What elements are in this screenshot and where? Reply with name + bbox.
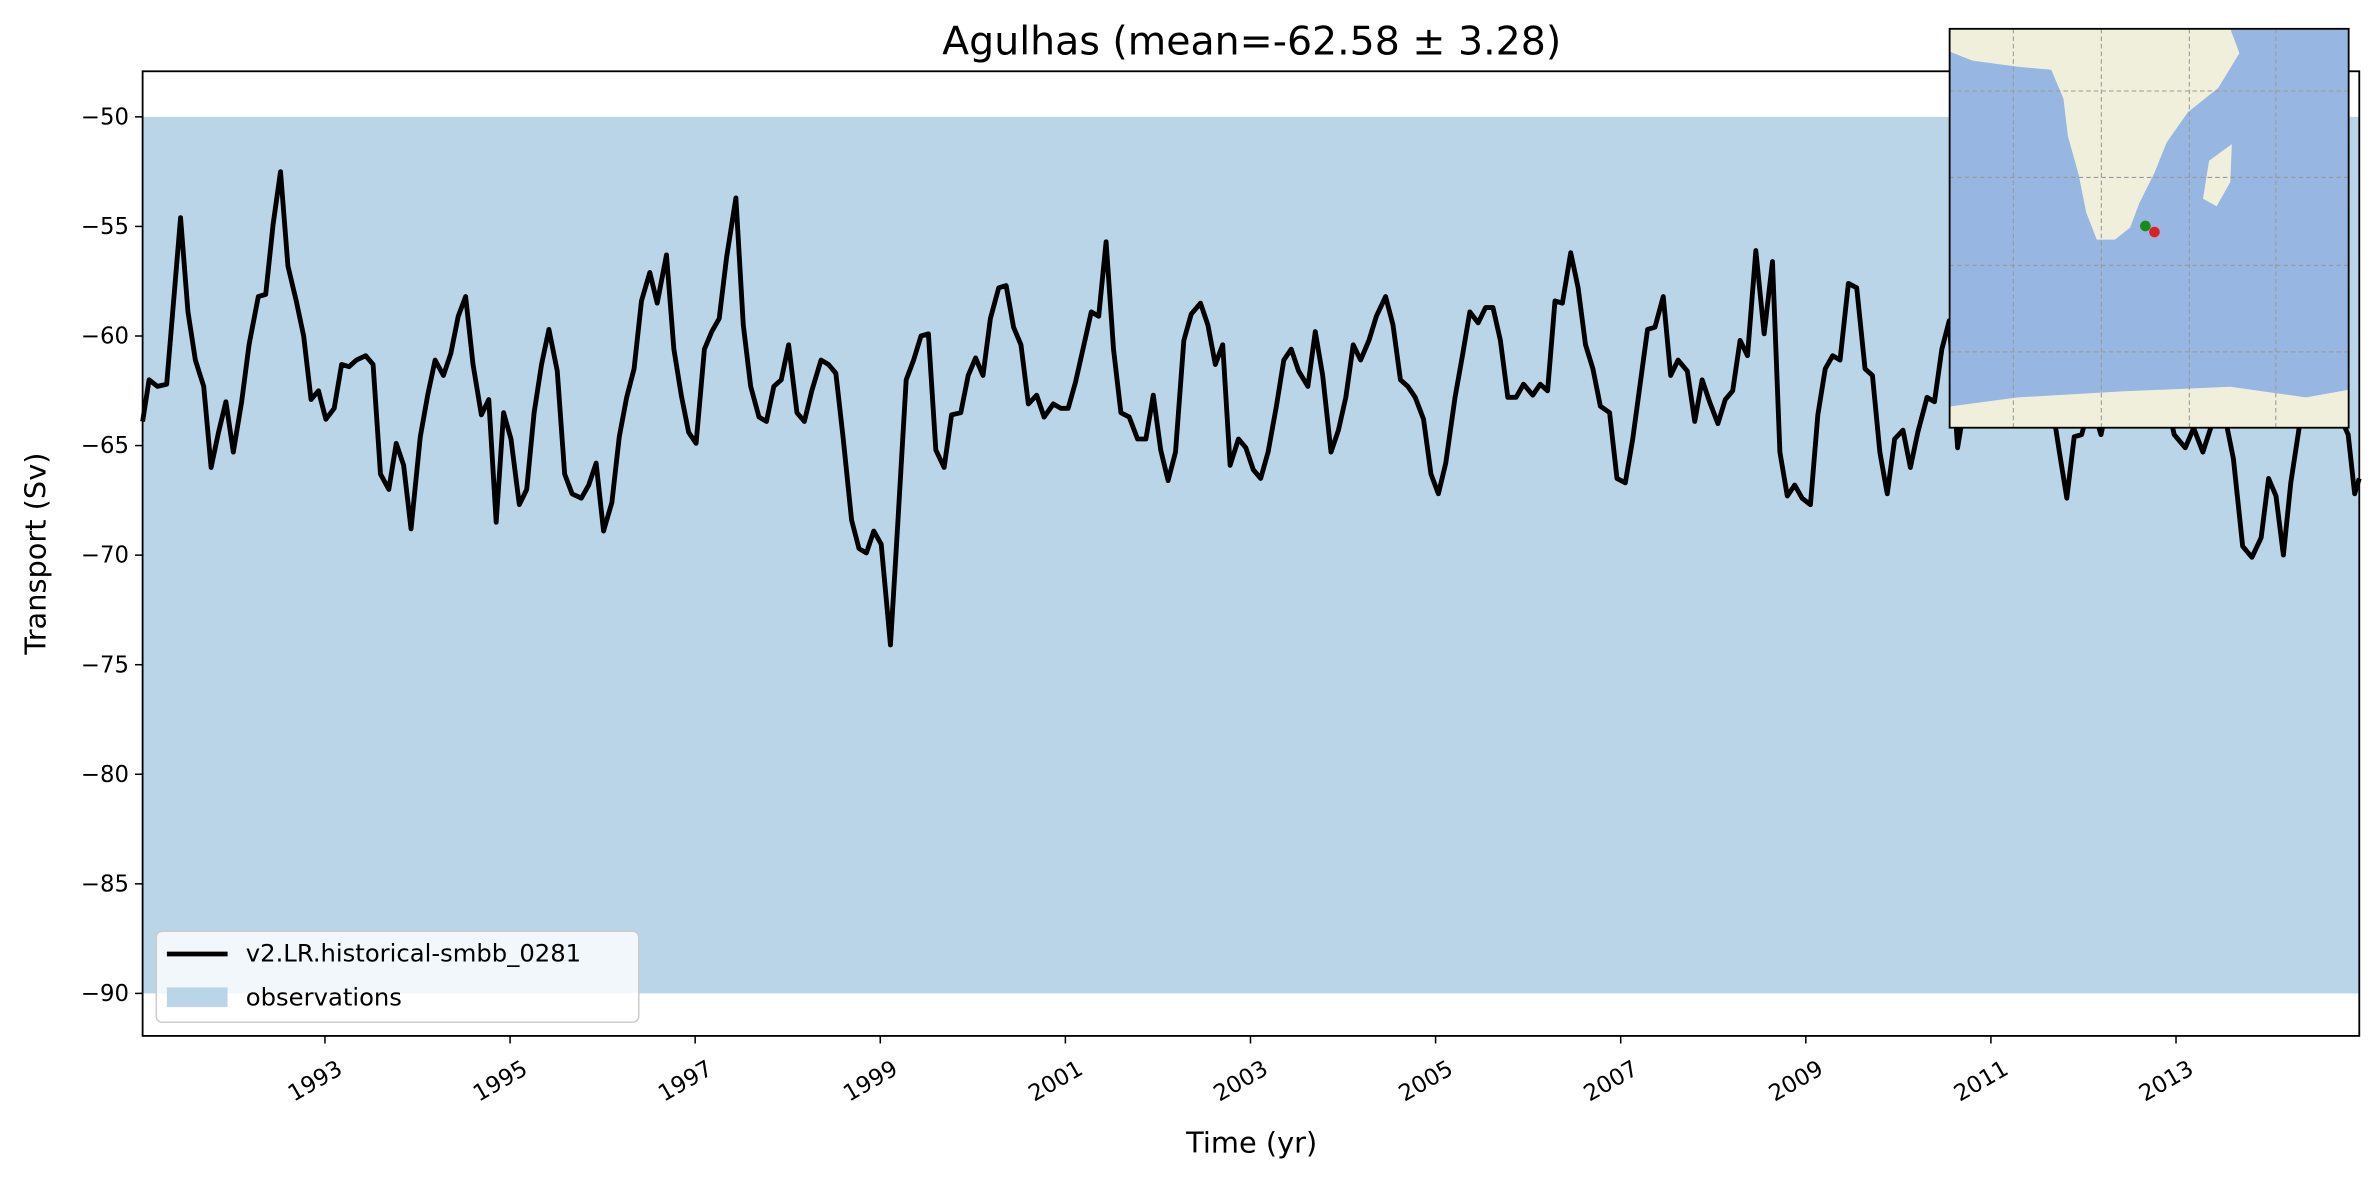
x-tick-label: 1993 [284,1056,347,1107]
x-tick-label: 2001 [1024,1056,1087,1107]
x-tick-label: 2013 [2135,1056,2198,1107]
y-tick-label: −70 [81,543,129,569]
legend-swatch [166,987,228,1008]
data-line [140,169,2362,648]
legend-box [155,930,640,1024]
y-tick-label: −50 [81,104,129,130]
x-tick-label: 2011 [1950,1056,2013,1107]
map-graticule [1949,28,2349,428]
x-tick-label: 2005 [1394,1056,1457,1107]
x-tick-label: 2009 [1765,1056,1828,1107]
axes-frame [141,70,2361,1037]
map-point [2149,226,2160,238]
inset-map [1948,27,2350,429]
y-axis-label: Transport (Sv) [19,453,53,656]
y-tick-label: −90 [81,981,129,1007]
legend-label: v2.LR.historical-smbb_0281 [246,939,581,968]
map-land [2203,144,2232,207]
x-tick-label: 2003 [1209,1056,1272,1107]
y-tick-label: −65 [81,433,129,459]
map-point [2140,220,2151,232]
y-tick-label: −85 [81,871,129,897]
y-tick-label: −80 [81,762,129,788]
y-tick-label: −55 [81,214,129,240]
map-land [1949,28,2240,240]
x-tick-label: 1999 [839,1056,902,1107]
y-tick-label: −60 [81,324,129,350]
map-land [1949,386,2349,428]
y-tick-label: −75 [81,652,129,678]
chart-title: Agulhas (mean=-62.58 ± 3.28) [942,19,1561,65]
x-axis-label: Time (yr) [1185,1126,1317,1160]
x-tick-label: 2007 [1580,1056,1643,1107]
map-frame [1948,27,2350,429]
x-tick-label: 1995 [469,1056,532,1107]
legend-label: observations [246,983,402,1012]
x-tick-label: 1997 [654,1056,717,1107]
